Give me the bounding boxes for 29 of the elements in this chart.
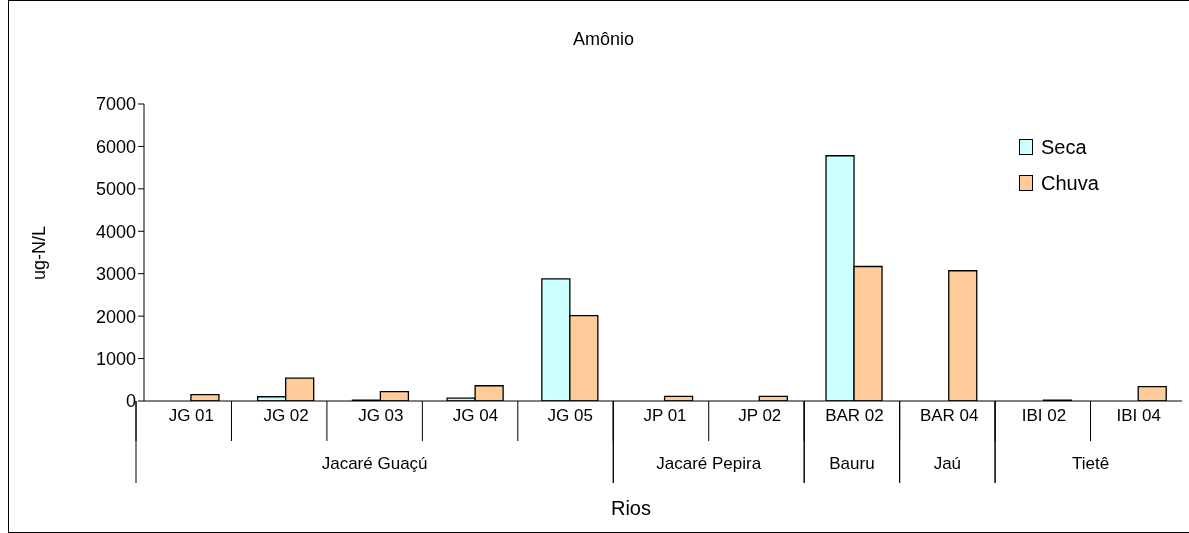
- x-tick-label: IBI 02: [1021, 406, 1067, 426]
- y-tick-label: 4000: [95, 221, 136, 242]
- y-tick-label: 7000: [95, 94, 136, 115]
- x-tick-label: JP 02: [738, 406, 782, 426]
- y-tick-label: 1000: [95, 348, 136, 369]
- x-tick-label: JG 02: [263, 406, 309, 426]
- text: Tietê: [1071, 454, 1110, 473]
- text: Jacaré Guaçú: [321, 454, 428, 473]
- y-tick-label: 2000: [95, 306, 136, 327]
- x-tick-label: JG 01: [168, 406, 215, 426]
- legend-label: Seca: [1041, 135, 1087, 159]
- text: Bauru: [829, 454, 875, 473]
- x-tick-label: BAR 02: [825, 406, 884, 426]
- x-axis-title: Rios: [610, 497, 652, 519]
- x-tick-label: IBI 04: [1116, 406, 1161, 426]
- legend-label: Chuva: [1041, 171, 1099, 195]
- y-tick-label: 0: [125, 391, 136, 412]
- y-axis-title: ug-N/L: [28, 225, 50, 281]
- text: Jaú: [933, 454, 962, 473]
- x-tick-label: JG 03: [358, 406, 404, 426]
- y-tick-label: 5000: [95, 179, 136, 200]
- x-tick-label: JG 04: [452, 406, 499, 426]
- y-tick-label: 3000: [95, 264, 136, 285]
- chart-title: Amônio: [572, 29, 635, 50]
- text: Jacaré Pepira: [656, 454, 762, 473]
- x-tick-label: JP 01: [643, 406, 687, 426]
- x-tick-label: JG 05: [547, 406, 593, 426]
- y-tick-label: 6000: [95, 136, 136, 157]
- x-tick-label: BAR 04: [919, 406, 979, 426]
